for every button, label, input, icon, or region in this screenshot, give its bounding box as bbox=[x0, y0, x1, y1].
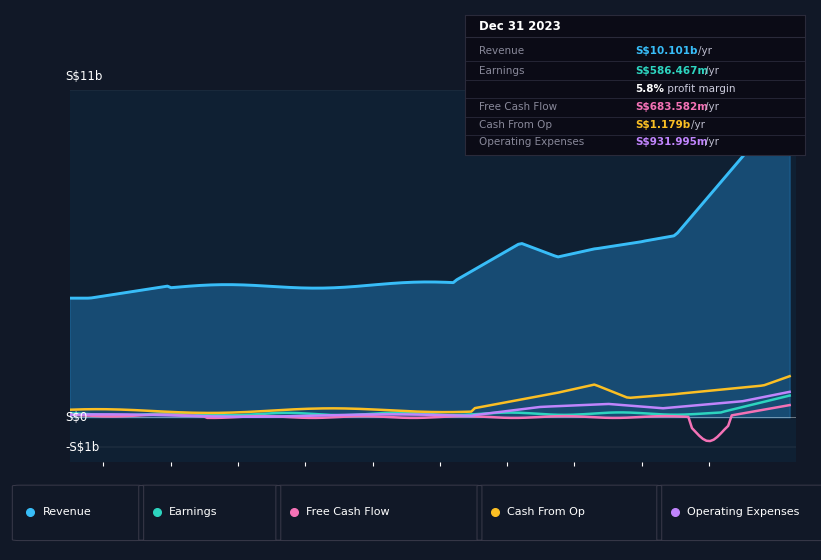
Text: Operating Expenses: Operating Expenses bbox=[687, 507, 800, 517]
Text: /yr: /yr bbox=[698, 46, 712, 57]
Text: Free Cash Flow: Free Cash Flow bbox=[479, 102, 557, 111]
Text: Earnings: Earnings bbox=[479, 66, 524, 76]
Text: Earnings: Earnings bbox=[169, 507, 218, 517]
Text: /yr: /yr bbox=[704, 66, 718, 76]
Text: profit margin: profit margin bbox=[664, 83, 736, 94]
Text: -S$1b: -S$1b bbox=[66, 441, 100, 454]
Text: /yr: /yr bbox=[691, 120, 705, 130]
Text: Revenue: Revenue bbox=[43, 507, 91, 517]
Text: S$931.995m: S$931.995m bbox=[635, 137, 708, 147]
Text: Cash From Op: Cash From Op bbox=[479, 120, 552, 130]
Text: S$0: S$0 bbox=[66, 411, 88, 424]
Text: S$586.467m: S$586.467m bbox=[635, 66, 709, 76]
Text: S$683.582m: S$683.582m bbox=[635, 102, 709, 111]
Text: 5.8%: 5.8% bbox=[635, 83, 664, 94]
Text: Operating Expenses: Operating Expenses bbox=[479, 137, 584, 147]
Text: S$11b: S$11b bbox=[66, 70, 103, 83]
Text: /yr: /yr bbox=[704, 137, 718, 147]
Text: Revenue: Revenue bbox=[479, 46, 524, 57]
Text: Free Cash Flow: Free Cash Flow bbox=[306, 507, 390, 517]
Text: Cash From Op: Cash From Op bbox=[507, 507, 585, 517]
Text: S$10.101b: S$10.101b bbox=[635, 46, 698, 57]
Text: S$1.179b: S$1.179b bbox=[635, 120, 690, 130]
Text: /yr: /yr bbox=[704, 102, 718, 111]
Text: Dec 31 2023: Dec 31 2023 bbox=[479, 20, 561, 34]
